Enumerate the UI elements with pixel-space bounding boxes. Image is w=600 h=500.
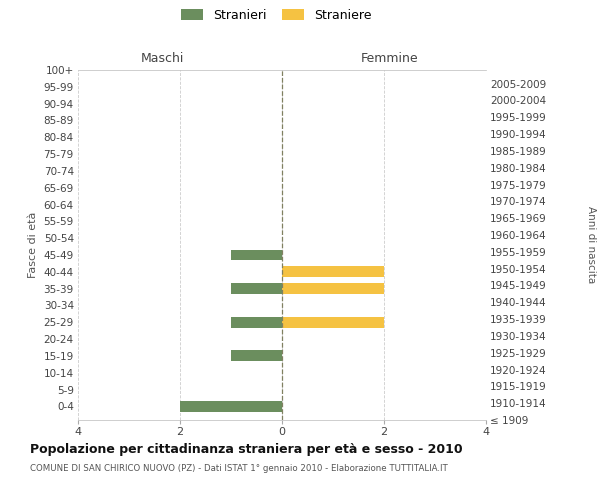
Bar <box>282 317 384 328</box>
Bar <box>231 250 282 260</box>
Text: COMUNE DI SAN CHIRICO NUOVO (PZ) - Dati ISTAT 1° gennaio 2010 - Elaborazione TUT: COMUNE DI SAN CHIRICO NUOVO (PZ) - Dati … <box>30 464 448 473</box>
Bar <box>180 401 282 412</box>
Bar <box>282 266 384 278</box>
Bar <box>231 317 282 328</box>
Text: Femmine: Femmine <box>361 52 419 65</box>
Y-axis label: Fasce di età: Fasce di età <box>28 212 38 278</box>
Text: Maschi: Maschi <box>140 52 184 65</box>
Legend: Stranieri, Straniere: Stranieri, Straniere <box>178 6 374 24</box>
Text: Anni di nascita: Anni di nascita <box>586 206 596 284</box>
Bar <box>231 350 282 362</box>
Text: Popolazione per cittadinanza straniera per età e sesso - 2010: Popolazione per cittadinanza straniera p… <box>30 442 463 456</box>
Bar <box>231 283 282 294</box>
Bar <box>282 283 384 294</box>
